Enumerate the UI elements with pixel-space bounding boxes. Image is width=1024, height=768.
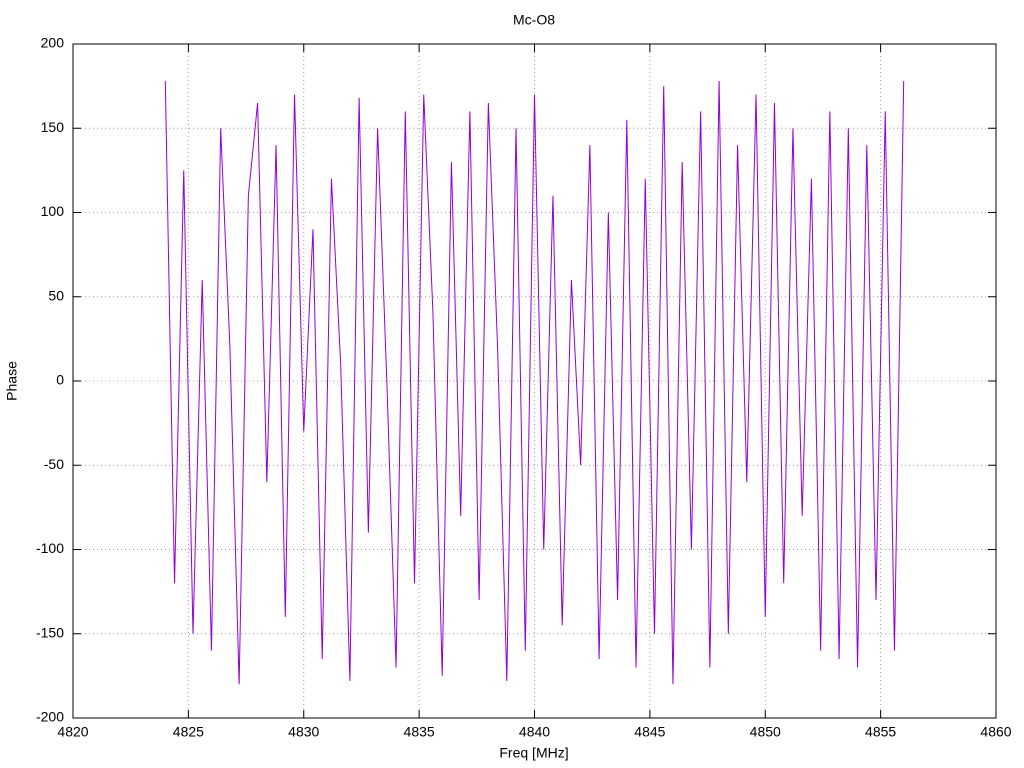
y-tick-label: -150	[36, 624, 64, 640]
x-tick-label: 4835	[404, 724, 435, 740]
x-tick-label: 4845	[634, 724, 665, 740]
x-axis-label: Freq [MHz]	[499, 745, 568, 761]
plot-frame	[72, 43, 997, 719]
y-tick-label: 100	[41, 203, 65, 219]
x-tick-label: 4825	[173, 724, 204, 740]
y-tick-label: 200	[41, 35, 65, 51]
x-tick-label: 4855	[865, 724, 896, 740]
y-tick-label: 150	[41, 119, 65, 135]
x-tick-label: 4820	[57, 724, 88, 740]
y-tick-label: -200	[36, 709, 64, 725]
y-tick-label: 0	[56, 372, 64, 388]
y-tick-label: 50	[48, 287, 64, 303]
x-tick-label: 4830	[288, 724, 319, 740]
y-tick-label: -100	[36, 540, 64, 556]
x-tick-label: 4850	[750, 724, 781, 740]
y-tick-label: -50	[44, 456, 64, 472]
x-tick-label: 4860	[980, 724, 1011, 740]
y-axis-label: Phase	[4, 361, 20, 401]
x-tick-label: 4840	[519, 724, 550, 740]
chart-title: Mc-O8	[513, 12, 555, 28]
data-line	[164, 81, 905, 685]
